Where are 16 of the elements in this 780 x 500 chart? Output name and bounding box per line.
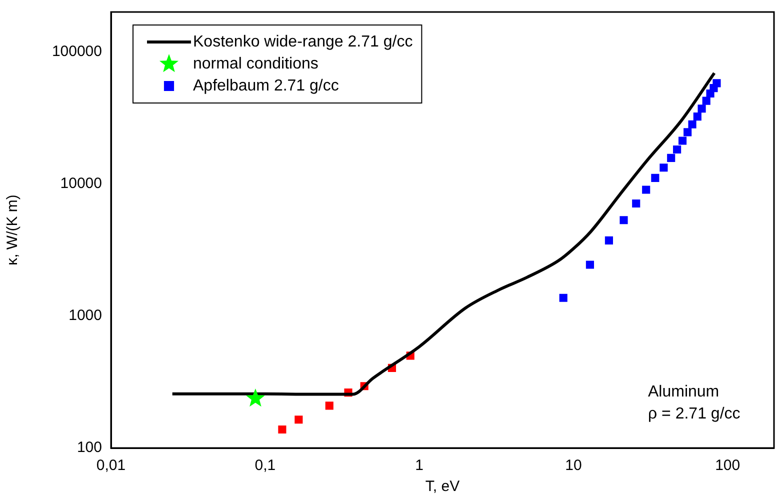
x-tick-label: 0,01 (96, 457, 126, 474)
y-tick-label: 10000 (60, 174, 102, 192)
legend-label: normal conditions (193, 55, 318, 72)
legend-label: Kostenko wide-range 2.71 g/cc (193, 33, 413, 50)
x-tick-label: 1 (415, 457, 424, 474)
x-tick-label: 0,1 (254, 457, 276, 474)
y-axis-title: κ, W/(K m) (4, 194, 22, 266)
y-tick-label: 100 (76, 439, 102, 456)
x-tick-label: 10 (565, 457, 582, 474)
annotation: Aluminum (648, 383, 720, 400)
y-tick-label: 100000 (52, 42, 102, 60)
y-tick-label: 1000 (68, 307, 102, 324)
x-axis-title: T, eV (425, 478, 460, 496)
x-tick-label: 100 (715, 457, 740, 474)
legend-label: Apfelbaum 2.71 g/cc (193, 77, 339, 94)
annotation: ρ = 2.71 g/cc (648, 405, 740, 422)
